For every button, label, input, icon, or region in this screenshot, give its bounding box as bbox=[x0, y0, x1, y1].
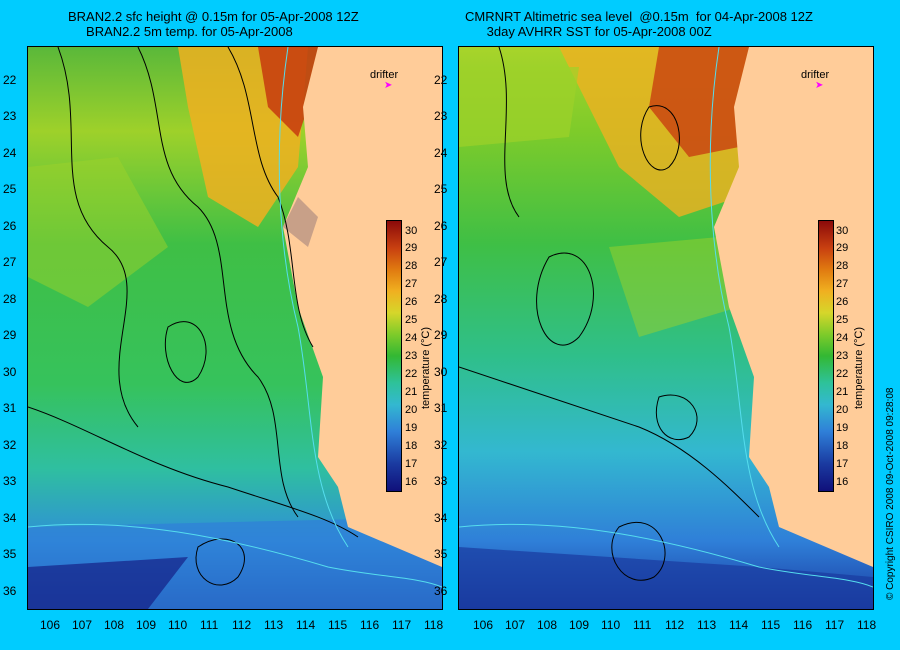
sea-height-contours bbox=[28, 47, 359, 586]
copyright-notice: © Copyright CSIRO 2008 09-Oct-2008 09:28… bbox=[885, 387, 896, 601]
drifter-marker-icon: ➤ bbox=[384, 80, 393, 91]
drifter-marker-icon: ➤ bbox=[815, 80, 824, 91]
colorbar-label: temperature (°C) bbox=[420, 326, 432, 409]
left-map-title: BRAN2.2 sfc height @ 0.15m for 05-Apr-20… bbox=[68, 9, 359, 39]
colorbar bbox=[818, 220, 834, 492]
colorbar-label: temperature (°C) bbox=[853, 326, 865, 409]
colorbar bbox=[386, 220, 402, 492]
land-mass bbox=[283, 47, 442, 567]
drifter-label: drifter bbox=[801, 69, 830, 81]
right-map-panel: drifter ➤ 30 29 28 27 26 25 24 23 22 21 … bbox=[458, 46, 874, 610]
right-map-title: CMRNRT Altimetric sea level @0.15m for 0… bbox=[465, 9, 813, 39]
left-map-panel: drifter ➤ 30 29 28 27 26 25 24 23 22 21 … bbox=[27, 46, 443, 610]
drifter-label: drifter bbox=[370, 69, 399, 81]
bathymetry-contours bbox=[28, 47, 442, 588]
bathymetry-contours bbox=[459, 47, 873, 588]
sea-level-contours bbox=[459, 47, 760, 581]
